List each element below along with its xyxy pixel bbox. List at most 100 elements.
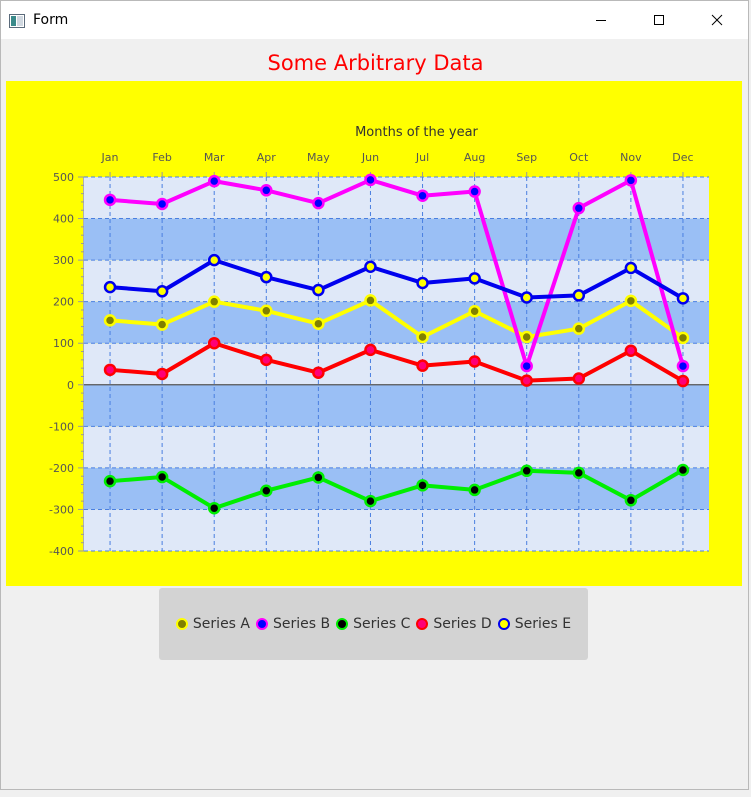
data-point-series-a — [260, 304, 273, 318]
data-point-series-c — [312, 471, 325, 484]
x-tick-label: Mar — [204, 151, 225, 164]
y-tick-label: 400 — [53, 213, 74, 226]
maximize-button[interactable] — [636, 1, 682, 39]
maximize-icon — [653, 11, 665, 30]
data-point-series-a — [520, 330, 533, 344]
data-point-series-a — [416, 330, 429, 344]
data-point-series-a — [312, 317, 325, 330]
series-line-series-c — [108, 467, 685, 511]
data-point-series-a — [624, 294, 638, 308]
x-tick-label: May — [307, 151, 330, 164]
y-tick-label: -300 — [49, 503, 74, 516]
data-point-series-b — [520, 359, 533, 373]
y-tick-label: -200 — [49, 462, 74, 475]
data-point-series-b — [103, 193, 117, 207]
series-line-series-a — [108, 298, 685, 340]
data-point-series-c — [416, 479, 429, 492]
legend-marker — [175, 618, 188, 630]
data-point-series-b — [624, 174, 638, 187]
legend-item-series-b: Series B — [256, 616, 330, 632]
data-point-series-b — [312, 196, 325, 210]
x-tick-label: Nov — [620, 151, 642, 164]
x-tick-label: Jun — [361, 151, 379, 164]
data-point-series-a — [572, 322, 586, 335]
y-tick-label: 0 — [67, 379, 74, 392]
legend-label: Series A — [192, 616, 251, 632]
x-tick-label: Aug — [464, 151, 485, 164]
y-tick-label: -100 — [49, 420, 74, 433]
legend-item-series-d: Series D — [416, 616, 492, 632]
legend-item-series-c: Series C — [336, 616, 410, 632]
x-axis-title: Months of the year — [355, 125, 478, 140]
minimize-icon — [595, 11, 607, 30]
window-title: Form — [33, 12, 69, 28]
data-point-series-c — [260, 484, 273, 497]
data-point-series-c — [364, 494, 377, 508]
data-point-series-c — [520, 464, 533, 478]
title-bar[interactable]: Form — [1, 1, 748, 39]
data-point-series-e — [624, 261, 638, 275]
plot-band — [84, 218, 709, 261]
y-tick-label: 100 — [53, 337, 74, 350]
x-tick-label: Feb — [152, 151, 171, 164]
plot-band — [84, 301, 709, 344]
data-point-series-c — [207, 501, 221, 515]
minimize-button[interactable] — [578, 1, 624, 39]
legend-item-series-a: Series A — [175, 616, 251, 632]
legend-marker — [256, 618, 269, 630]
data-point-series-e — [364, 260, 377, 274]
close-button[interactable] — [694, 1, 740, 39]
legend-marker — [416, 618, 429, 630]
data-point-series-c — [624, 494, 638, 507]
y-tick-label: 200 — [53, 296, 74, 309]
data-point-series-c — [468, 483, 481, 497]
data-point-series-d — [364, 343, 377, 357]
data-point-series-d — [520, 374, 533, 387]
data-point-series-a — [155, 318, 169, 331]
series-line-series-d — [108, 341, 685, 384]
data-point-series-b — [468, 185, 481, 198]
data-point-series-c — [103, 474, 117, 488]
data-point-series-b — [572, 201, 586, 215]
legend: Series A Series B Series C Series D Series E — [159, 588, 588, 660]
data-point-series-a — [103, 314, 117, 327]
window-app-icon — [9, 13, 25, 28]
legend-label: Series E — [514, 616, 572, 632]
x-tick-label: Jan — [101, 151, 119, 164]
legend-item-series-e: Series E — [497, 616, 572, 632]
close-icon — [711, 11, 723, 30]
legend-label: Series B — [273, 616, 331, 632]
x-tick-label: Oct — [569, 151, 589, 164]
legend-marker — [497, 618, 510, 630]
data-point-series-d — [468, 355, 481, 368]
data-point-series-c — [572, 466, 586, 480]
plot-band — [84, 384, 709, 427]
data-point-series-e — [103, 280, 117, 294]
line-chart: 500 400 300 200 100 0 -100 -200 -300 -400 Jan Feb Ma… — [49, 125, 709, 558]
x-tick-label: Apr — [257, 151, 277, 164]
series-line-series-e — [108, 258, 685, 301]
legend-marker — [336, 618, 349, 630]
data-point-series-d — [624, 344, 638, 357]
data-point-series-a — [676, 331, 690, 345]
plot-panel: 500 400 300 200 100 0 -100 -200 -300 -400 Jan Feb Ma… — [6, 81, 742, 586]
data-point-series-a — [207, 295, 221, 308]
data-point-series-d — [312, 366, 325, 379]
x-tick-label: Dec — [672, 151, 693, 164]
data-point-series-e — [260, 270, 273, 284]
data-point-series-e — [416, 276, 429, 290]
data-point-series-e — [312, 283, 325, 297]
data-point-series-e — [520, 291, 533, 304]
data-point-series-b — [155, 197, 169, 211]
data-point-series-d — [416, 359, 429, 372]
x-tick-label: Sep — [516, 151, 537, 164]
data-point-series-b — [207, 174, 221, 188]
data-point-series-d — [207, 336, 221, 350]
data-point-series-b — [676, 359, 690, 373]
x-tick-label: Jul — [415, 151, 429, 164]
data-point-series-b — [364, 173, 377, 187]
plot-band — [84, 177, 709, 219]
y-tick-label: 500 — [53, 171, 74, 184]
data-point-series-e — [572, 289, 586, 302]
data-point-series-e — [207, 253, 221, 267]
